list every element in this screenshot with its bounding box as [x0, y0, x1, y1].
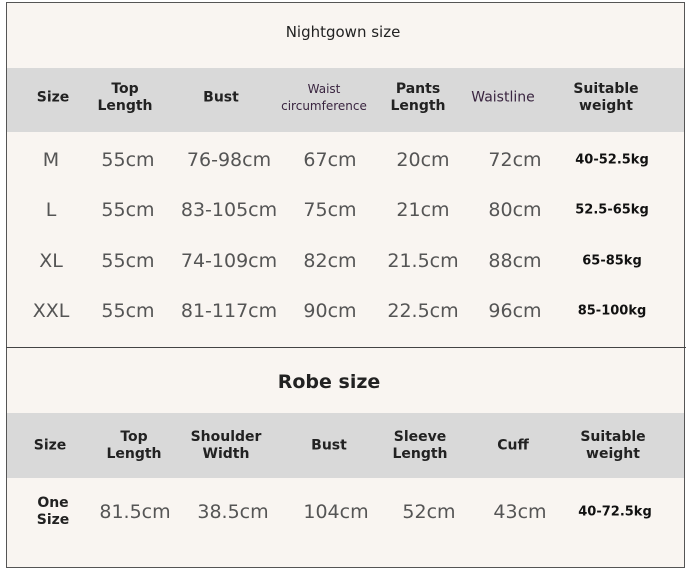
robe-header-cuff: Cuff: [497, 437, 529, 454]
nightgown-cell-weight: 40-52.5kg: [575, 152, 649, 168]
nightgown-cell-bust: 76-98cm: [186, 149, 272, 171]
robe-cell-weight: 40-72.5kg: [578, 504, 652, 520]
nightgown-cell-waistline: 88cm: [488, 250, 542, 272]
robe-cell-bust: 104cm: [303, 501, 369, 523]
robe-header-top-length: Top Length: [106, 429, 162, 462]
nightgown-cell-weight: 52.5-65kg: [575, 202, 649, 218]
nightgown-cell-size: L: [45, 199, 57, 221]
nightgown-cell-pants-length: 22.5cm: [387, 300, 459, 322]
robe-header-shoulder-width: Shoulder Width: [190, 429, 262, 462]
nightgown-cell-top-length: 55cm: [101, 149, 155, 171]
nightgown-cell-waist: 75cm: [303, 199, 357, 221]
nightgown-cell-pants-length: 20cm: [396, 149, 450, 171]
nightgown-cell-size: M: [42, 149, 60, 171]
nightgown-header-pants-length: Pants Length: [390, 81, 446, 114]
nightgown-cell-weight: 85-100kg: [577, 303, 647, 319]
robe-cell-cuff: 43cm: [493, 501, 547, 523]
nightgown-header-top-length: Top Length: [97, 81, 153, 114]
nightgown-cell-waistline: 72cm: [488, 149, 542, 171]
nightgown-header-waist: Waist circumference: [281, 82, 367, 113]
nightgown-header-weight: Suitable weight: [573, 81, 639, 114]
nightgown-cell-top-length: 55cm: [101, 300, 155, 322]
robe-cell-sleeve-length: 52cm: [402, 501, 456, 523]
nightgown-header-band: [7, 68, 684, 132]
nightgown-header-waistline: Waistline: [471, 89, 535, 106]
nightgown-cell-waistline: 96cm: [488, 300, 542, 322]
nightgown-cell-waist: 90cm: [303, 300, 357, 322]
robe-header-sleeve-length: Sleeve Length: [392, 429, 448, 462]
nightgown-cell-pants-length: 21.5cm: [387, 250, 459, 272]
nightgown-cell-size: XXL: [32, 300, 70, 322]
nightgown-cell-weight: 65-85kg: [582, 253, 642, 269]
nightgown-cell-size: XL: [39, 250, 63, 272]
nightgown-title: Nightgown size: [285, 23, 401, 41]
nightgown-cell-waistline: 80cm: [488, 199, 542, 221]
nightgown-cell-top-length: 55cm: [101, 250, 155, 272]
robe-cell-shoulder-width: 38.5cm: [197, 501, 269, 523]
nightgown-cell-bust: 81-117cm: [180, 300, 278, 322]
section-divider: [6, 347, 686, 348]
nightgown-cell-waist: 67cm: [303, 149, 357, 171]
nightgown-header-size: Size: [36, 89, 70, 106]
robe-header-bust: Bust: [311, 437, 347, 454]
nightgown-cell-waist: 82cm: [303, 250, 357, 272]
robe-header-size: Size: [33, 437, 67, 454]
nightgown-cell-top-length: 55cm: [101, 199, 155, 221]
robe-header-band: [7, 413, 684, 478]
nightgown-header-bust: Bust: [203, 89, 239, 106]
robe-title: Robe size: [277, 371, 381, 393]
nightgown-cell-pants-length: 21cm: [396, 199, 450, 221]
nightgown-cell-bust: 74-109cm: [180, 250, 278, 272]
robe-header-weight: Suitable weight: [580, 429, 646, 462]
robe-cell-size: One Size: [36, 495, 70, 528]
robe-cell-top-length: 81.5cm: [99, 501, 171, 523]
nightgown-cell-bust: 83-105cm: [180, 199, 278, 221]
